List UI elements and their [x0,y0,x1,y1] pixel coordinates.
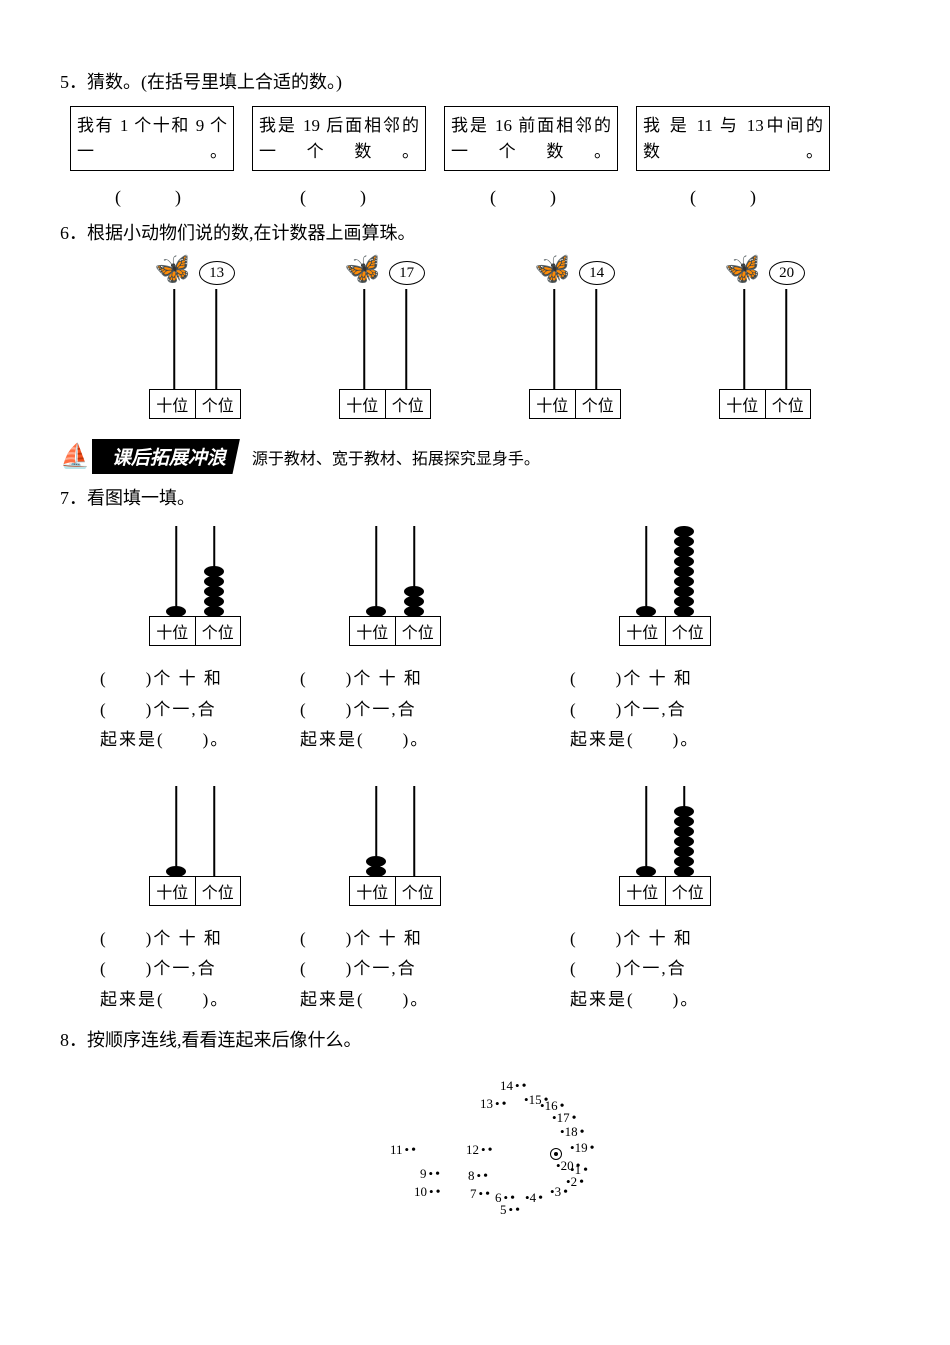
q6-number: 20 [769,261,805,285]
ones-label: 个位 [396,877,441,905]
q5-boxes: 我有 1 个十和 9 个一。我是 19 后面相邻的一个数。我是 16 前面相邻的… [70,106,900,171]
tens-label: 十位 [530,390,576,418]
dot-8: 8• [468,1168,490,1185]
q7-text[interactable]: ( )个 十 和 ( )个一,合 起来是( )。 [300,924,490,1016]
dot-3: •3 [550,1184,570,1201]
q7-abacus: 十位 个位 [570,786,760,906]
tens-label: 十位 [150,390,196,418]
banner-title: 课后拓展冲浪 [92,439,240,474]
q7-item: 十位 个位 ( )个 十 和 ( )个一,合 起来是( )。 [300,526,490,756]
ones-label: 个位 [196,390,241,418]
q6-row: 🦋 13 十位 个位 🦋 17 十位 个位 🦋 14 [60,255,900,419]
butterfly-icon: 🦋 [533,252,575,288]
q6-item: 🦋 14 十位 个位 [500,255,650,419]
q5-box: 我有 1 个十和 9 个一。 [70,106,234,171]
tens-label: 十位 [620,877,666,905]
tens-label: 十位 [620,617,666,645]
butterfly-icon: 🦋 [153,252,195,288]
dot-12: 12• [466,1142,494,1159]
dot-6: 6• [495,1190,517,1207]
dot-4: •4 [525,1190,545,1207]
q7-item: 十位 个位 ( )个 十 和 ( )个一,合 起来是( )。 [300,786,490,1016]
q7-abacus: 十位 个位 [300,786,490,906]
q5-blanks: ( ) ( ) ( ) ( ) [70,183,900,209]
q7-text[interactable]: ( )个 十 和 ( )个一,合 起来是( )。 [570,664,760,756]
q7-item: 十位 个位 ( )个 十 和 ( )个一,合 起来是( )。 [570,526,760,756]
q6-number: 13 [199,261,235,285]
q5-blank[interactable]: ( ) [440,183,612,209]
q6-number: 17 [389,261,425,285]
q7-text[interactable]: ( )个 十 和 ( )个一,合 起来是( )。 [300,664,490,756]
q7-item: 十位 个位 ( )个 十 和 ( )个一,合 起来是( )。 [100,526,290,756]
q5-blank[interactable]: ( ) [250,183,422,209]
q7-abacus: 十位 个位 [100,526,290,646]
tens-label: 十位 [350,877,396,905]
q5-box: 我 是 11 与 13中间的数。 [636,106,830,171]
connect-dots: •1•2•3•45•6•7•8•9•10•11•12•13•14••15•16•… [340,1062,620,1222]
tens-label: 十位 [720,390,766,418]
q7-text[interactable]: ( )个 十 和 ( )个一,合 起来是( )。 [570,924,760,1016]
q6-rods [500,289,650,389]
ones-label: 个位 [196,877,241,905]
tens-label: 十位 [340,390,386,418]
q6-number: 14 [579,261,615,285]
butterfly-icon: 🦋 [343,252,385,288]
tens-label: 十位 [350,617,396,645]
dot-9: 9• [420,1166,442,1183]
ones-label: 个位 [666,877,711,905]
ones-label: 个位 [396,617,441,645]
q6-item: 🦋 20 十位 个位 [690,255,840,419]
q7-abacus: 十位 个位 [300,526,490,646]
banner-sub: 源于教材、宽于教材、拓展探究显身手。 [252,445,540,469]
ones-label: 个位 [666,617,711,645]
ones-label: 个位 [576,390,621,418]
dot-18: •18 [560,1124,586,1141]
q7-text[interactable]: ( )个 十 和 ( )个一,合 起来是( )。 [100,924,290,1016]
q8-label: 8．按顺序连线,看看连起来后像什么。 [60,1026,900,1052]
q7-label: 7．看图填一填。 [60,484,900,510]
dot-7: 7• [470,1186,492,1203]
dot-10: 10• [414,1184,442,1201]
q5-box: 我是 16 前面相邻的一个数。 [444,106,618,171]
q6-label: 6．根据小动物们说的数,在计数器上画算珠。 [60,219,900,245]
q5-label: 5．猜数。(在括号里填上合适的数。) [60,68,900,94]
abacus-labels: 十位 个位 [719,389,811,419]
q7-text[interactable]: ( )个 十 和 ( )个一,合 起来是( )。 [100,664,290,756]
sail-icon: ⛵ [60,442,90,471]
dot-19: •19 [570,1140,596,1157]
tens-label: 十位 [150,617,196,645]
q7-grid: 十位 个位 ( )个 十 和 ( )个一,合 起来是( )。 十位 个位 ( )… [100,526,900,1016]
q5-blank[interactable]: ( ) [630,183,822,209]
q5-blank[interactable]: ( ) [70,183,232,209]
abacus-labels: 十位 个位 [529,389,621,419]
q6-rods [120,289,270,389]
q7-abacus: 十位 个位 [570,526,760,646]
butterfly-icon: 🦋 [723,252,765,288]
q6-rods [690,289,840,389]
q5-box: 我是 19 后面相邻的一个数。 [252,106,426,171]
q6-item: 🦋 17 十位 个位 [310,255,460,419]
q7-item: 十位 个位 ( )个 十 和 ( )个一,合 起来是( )。 [100,786,290,1016]
ones-label: 个位 [766,390,811,418]
q6-item: 🦋 13 十位 个位 [120,255,270,419]
dot-11: 11• [390,1142,418,1159]
q6-rods [310,289,460,389]
q7-item: 十位 个位 ( )个 十 和 ( )个一,合 起来是( )。 [570,786,760,1016]
section-banner: ⛵ 课后拓展冲浪 源于教材、宽于教材、拓展探究显身手。 [60,439,900,474]
q7-abacus: 十位 个位 [100,786,290,906]
abacus-labels: 十位 个位 [149,389,241,419]
ones-label: 个位 [386,390,431,418]
eye-icon [550,1148,562,1160]
dot-20: •20 [556,1158,582,1175]
dot-13: 13• [480,1096,508,1113]
abacus-labels: 十位 个位 [339,389,431,419]
tens-label: 十位 [150,877,196,905]
ones-label: 个位 [196,617,241,645]
